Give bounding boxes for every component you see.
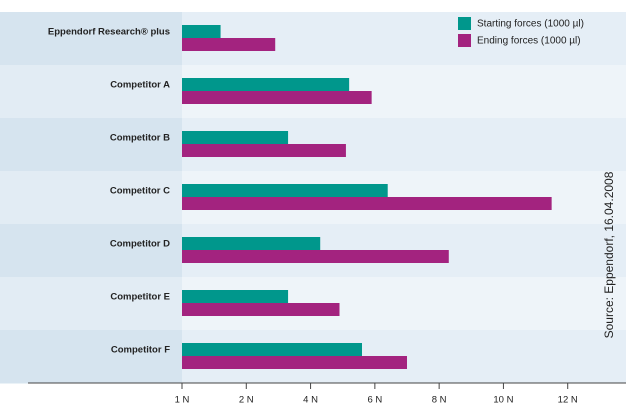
legend-swatch xyxy=(458,17,471,30)
bar xyxy=(182,303,340,316)
bar xyxy=(182,356,407,369)
bar xyxy=(182,197,552,210)
source-note: Source: Eppendorf, 16.04.2008 xyxy=(602,171,616,338)
label-band xyxy=(0,118,182,172)
x-tick-label: 6 N xyxy=(367,395,382,406)
x-tick-label: 2 N xyxy=(239,395,254,406)
category-label: Competitor C xyxy=(110,186,170,197)
category-label: Competitor A xyxy=(110,80,170,91)
category-label: Competitor F xyxy=(111,345,170,356)
category-label: Competitor E xyxy=(110,292,170,303)
label-band xyxy=(0,12,182,66)
x-tick-label: 10 N xyxy=(493,395,513,406)
label-band xyxy=(0,224,182,278)
label-band xyxy=(0,277,182,331)
label-band xyxy=(0,65,182,119)
bar xyxy=(182,78,350,91)
label-band xyxy=(0,330,182,384)
x-tick-label: 8 N xyxy=(432,395,447,406)
legend-swatch xyxy=(458,34,471,47)
x-tick-label: 4 N xyxy=(303,395,318,406)
bar xyxy=(182,131,289,144)
category-label: Competitor B xyxy=(110,133,170,144)
bar xyxy=(182,237,321,250)
legend-label: Ending forces (1000 µl) xyxy=(477,36,581,47)
bar xyxy=(182,144,346,157)
x-tick-label: 1 N xyxy=(175,395,190,406)
bar xyxy=(182,343,362,356)
bar xyxy=(182,250,449,263)
bar xyxy=(182,184,388,197)
legend-label: Starting forces (1000 µl) xyxy=(477,19,584,30)
category-label: Eppendorf Research® plus xyxy=(48,27,170,38)
label-band xyxy=(0,171,182,225)
bar xyxy=(182,290,289,303)
category-label: Competitor D xyxy=(110,239,170,250)
x-tick-label: 12 N xyxy=(558,395,578,406)
bar xyxy=(182,25,221,38)
bar xyxy=(182,91,372,104)
bar xyxy=(182,38,276,51)
